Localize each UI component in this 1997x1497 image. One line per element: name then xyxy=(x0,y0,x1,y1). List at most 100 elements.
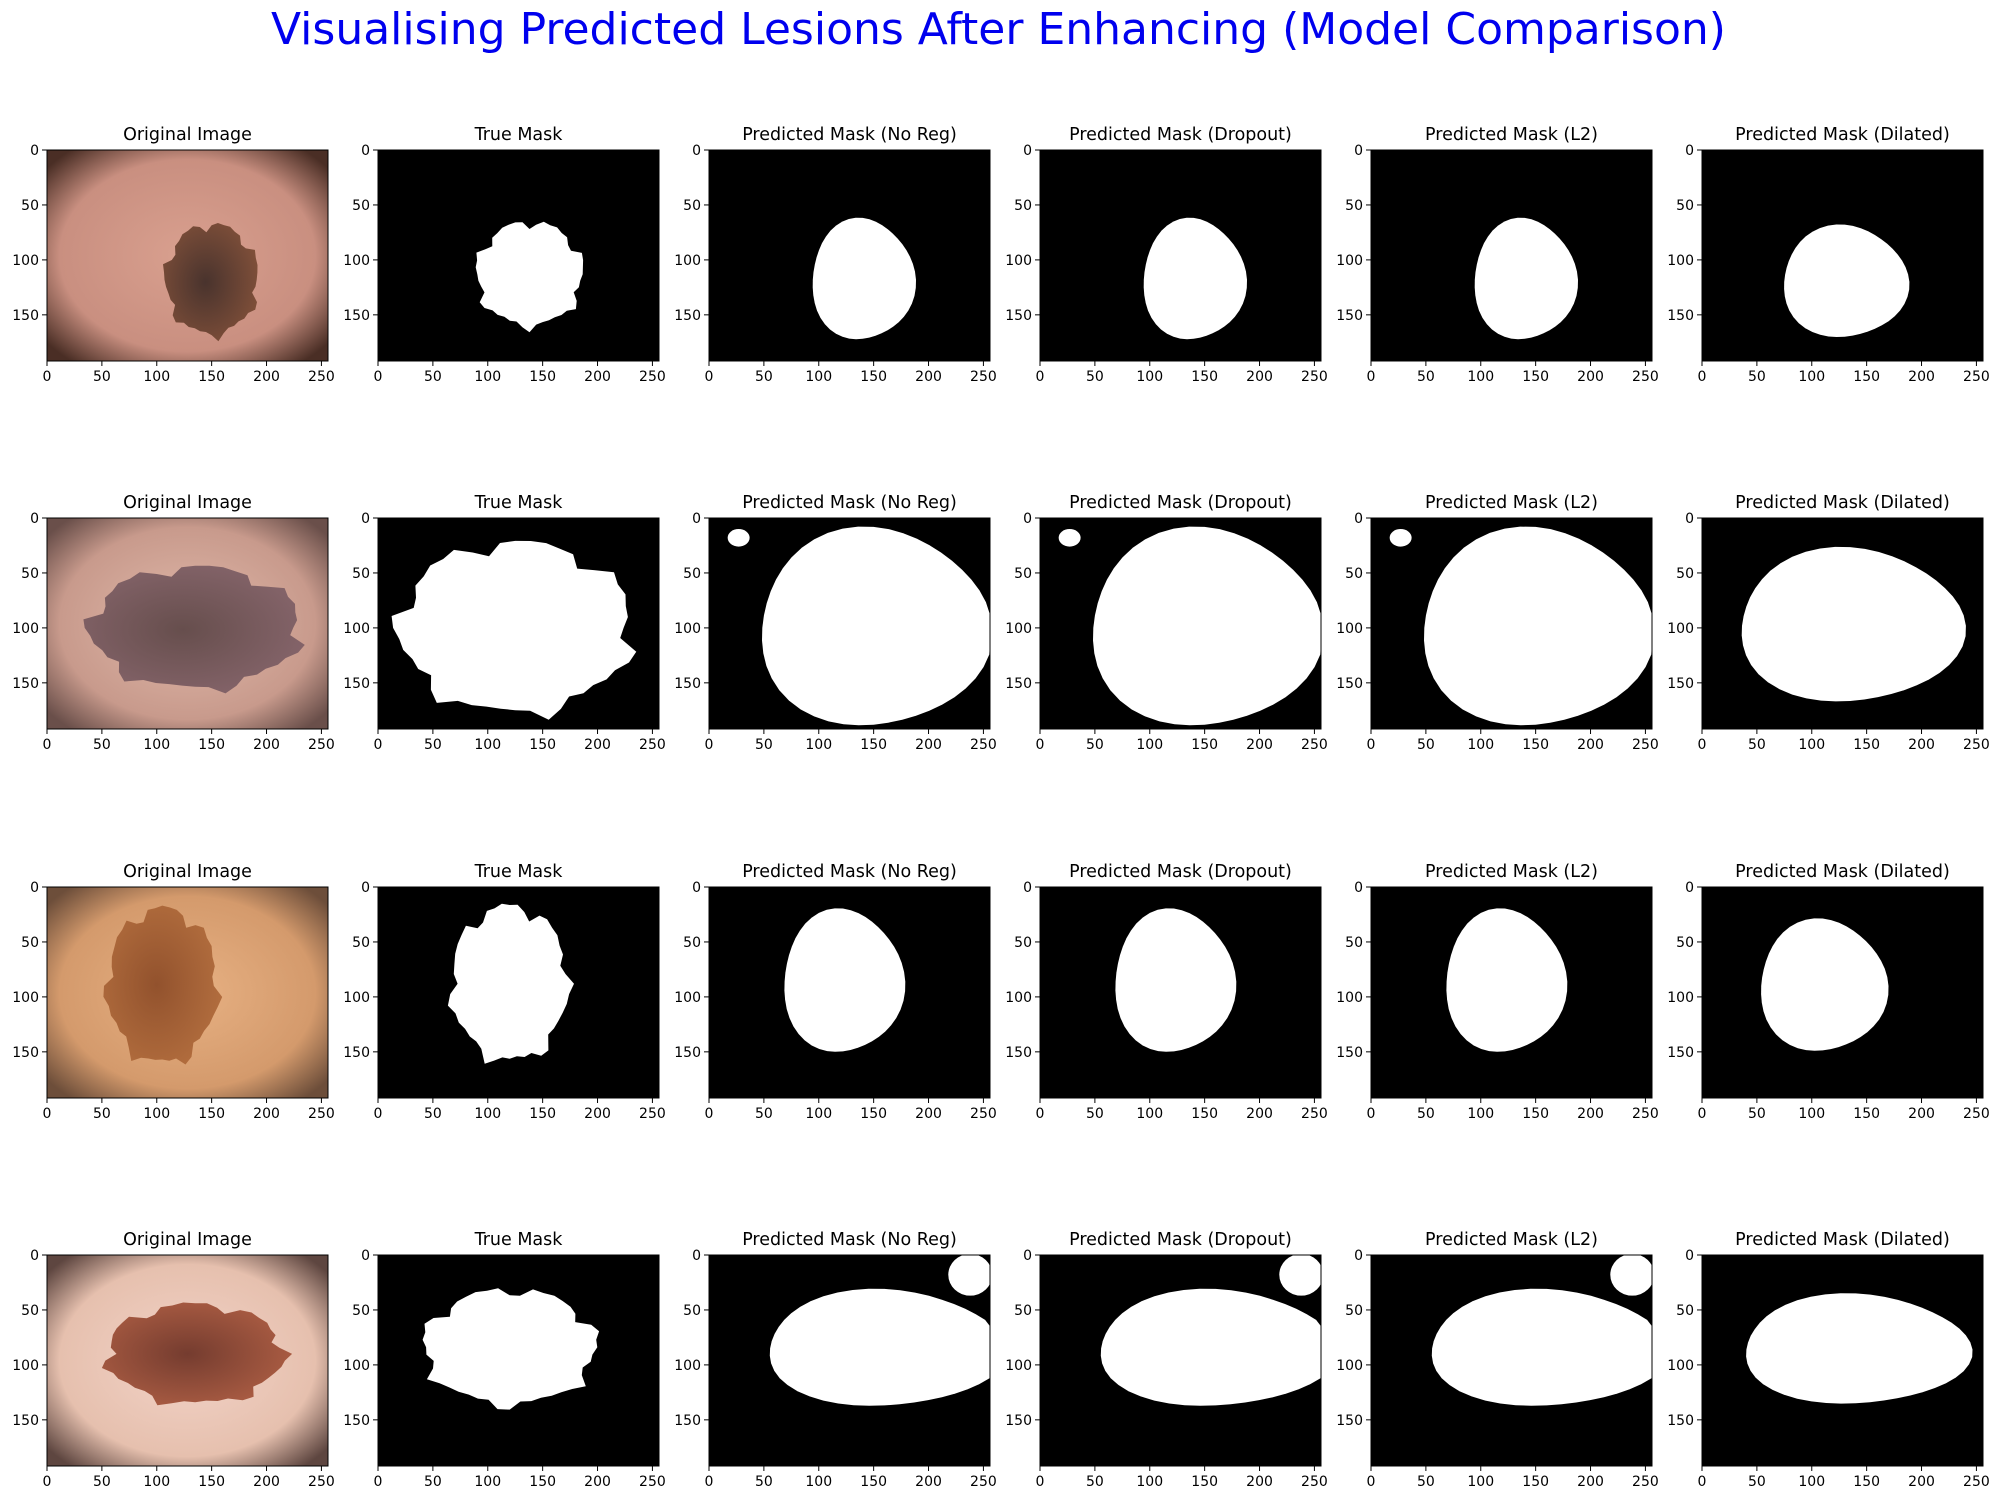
x-tick-label: 50 xyxy=(424,1106,442,1122)
x-tick-label: 0 xyxy=(1367,1474,1376,1490)
x-tick-label: 100 xyxy=(805,1106,832,1122)
y-tick-label: 100 xyxy=(1336,1358,1363,1374)
axes-frame xyxy=(1701,517,1984,730)
y-tick-label: 150 xyxy=(12,308,39,324)
y-tick-label: 150 xyxy=(12,1045,39,1061)
x-tick-label: 150 xyxy=(1522,1106,1549,1122)
x-tick-label: 100 xyxy=(474,1106,501,1122)
x-tick-label: 250 xyxy=(1632,1106,1659,1122)
x-tick-label: 150 xyxy=(1522,369,1549,385)
y-tick-label: 150 xyxy=(343,676,370,692)
x-tick-label: 150 xyxy=(1853,1474,1880,1490)
y-tick-label: 0 xyxy=(692,143,701,159)
mask-panel-noreg: Predicted Mask (No Reg) 0 50 100 150 200 250 0 5… xyxy=(674,862,997,1122)
x-tick-label: 0 xyxy=(705,369,714,385)
lesion xyxy=(103,905,223,1065)
y-tick-label: 100 xyxy=(1005,990,1032,1006)
x-tick-label: 250 xyxy=(1632,369,1659,385)
x-tick-label: 100 xyxy=(805,737,832,753)
x-tick-label: 150 xyxy=(529,1106,556,1122)
y-tick-label: 100 xyxy=(1005,621,1032,637)
axes-frame xyxy=(377,886,660,1099)
x-tick-label: 0 xyxy=(1367,1106,1376,1122)
axes-frame xyxy=(1701,886,1984,1099)
lesion xyxy=(163,223,258,342)
x-tick-label: 150 xyxy=(198,737,225,753)
y-tick-label: 50 xyxy=(1014,566,1032,582)
y-tick-label: 100 xyxy=(343,990,370,1006)
y-tick-label: 100 xyxy=(1667,1358,1694,1374)
y-tick-label: 50 xyxy=(21,198,39,214)
panel-title: Predicted Mask (Dropout) xyxy=(1069,862,1292,882)
y-tick-label: 150 xyxy=(1336,1045,1363,1061)
axes-frame xyxy=(708,886,991,1099)
x-tick-label: 150 xyxy=(860,737,887,753)
original-image-panel: Original Image 0 50 100 150 200 250 0 50 100 150 xyxy=(12,1230,335,1490)
mask-panel-noreg: Predicted Mask (No Reg) 0 50 100 150 200 250 0 5… xyxy=(674,125,997,385)
y-tick-label: 50 xyxy=(352,935,370,951)
mask-region xyxy=(762,526,990,726)
y-tick-label: 50 xyxy=(1014,1303,1032,1319)
panel-title: Predicted Mask (Dilated) xyxy=(1735,1230,1950,1250)
x-tick-label: 50 xyxy=(1748,369,1766,385)
y-tick-label: 50 xyxy=(1676,566,1694,582)
mask-panel-dilated: Predicted Mask (Dilated) 0 50 100 150 200 250 0… xyxy=(1667,125,1990,385)
lesion xyxy=(83,565,305,694)
y-tick-label: 100 xyxy=(343,1358,370,1374)
x-tick-label: 250 xyxy=(1963,737,1990,753)
y-tick-label: 0 xyxy=(1685,511,1694,527)
x-tick-label: 150 xyxy=(1853,737,1880,753)
original-image-panel: Original Image 0 50 100 150 200 250 0 50 100 150 xyxy=(12,125,335,385)
x-tick-label: 150 xyxy=(1522,737,1549,753)
mask-panel-true: True Mask 0 50 100 150 200 250 0 50 100 150 xyxy=(343,125,666,385)
x-tick-label: 100 xyxy=(1136,1106,1163,1122)
axes-frame xyxy=(1701,1254,1984,1467)
axes-frame xyxy=(1370,886,1653,1099)
y-tick-label: 100 xyxy=(343,621,370,637)
mask-region xyxy=(1115,908,1237,1052)
y-tick-label: 0 xyxy=(1354,143,1363,159)
y-tick-label: 100 xyxy=(1005,1358,1032,1374)
panel-title: True Mask xyxy=(474,862,564,882)
mask-region xyxy=(1424,526,1652,726)
x-tick-label: 250 xyxy=(1301,1106,1328,1122)
y-tick-label: 100 xyxy=(674,253,701,269)
y-tick-label: 50 xyxy=(352,1303,370,1319)
x-tick-label: 50 xyxy=(1086,369,1104,385)
x-tick-label: 0 xyxy=(705,1474,714,1490)
x-tick-label: 250 xyxy=(970,737,997,753)
mask-region xyxy=(475,221,584,333)
x-tick-label: 0 xyxy=(43,1106,52,1122)
y-tick-label: 50 xyxy=(1345,935,1363,951)
y-tick-label: 150 xyxy=(343,308,370,324)
y-tick-label: 0 xyxy=(30,1248,39,1264)
panel-title: Predicted Mask (Dropout) xyxy=(1069,1230,1292,1250)
x-tick-label: 100 xyxy=(1467,369,1494,385)
y-tick-label: 50 xyxy=(1014,935,1032,951)
y-tick-label: 0 xyxy=(30,880,39,896)
y-tick-label: 50 xyxy=(683,1303,701,1319)
mask-spot xyxy=(1058,528,1081,547)
y-tick-label: 150 xyxy=(1667,676,1694,692)
x-tick-label: 100 xyxy=(1798,1106,1825,1122)
x-tick-label: 100 xyxy=(1136,1474,1163,1490)
original-image-panel: Original Image 0 50 100 150 200 250 0 50 100 150 xyxy=(12,493,335,753)
mask-region xyxy=(1446,908,1568,1052)
x-tick-label: 50 xyxy=(424,369,442,385)
mask-panel-dilated: Predicted Mask (Dilated) 0 50 100 150 200 250 0… xyxy=(1667,493,1990,753)
x-tick-label: 150 xyxy=(198,1474,225,1490)
x-tick-label: 150 xyxy=(1191,1474,1218,1490)
x-tick-label: 200 xyxy=(584,1474,611,1490)
y-tick-label: 100 xyxy=(12,990,39,1006)
y-tick-label: 50 xyxy=(683,935,701,951)
mask-spot xyxy=(727,528,750,547)
x-tick-label: 250 xyxy=(1301,369,1328,385)
panel-title: Predicted Mask (Dilated) xyxy=(1735,493,1950,513)
x-tick-label: 100 xyxy=(1798,737,1825,753)
x-tick-label: 250 xyxy=(308,1106,335,1122)
mask-region xyxy=(391,540,637,720)
x-tick-label: 150 xyxy=(529,1474,556,1490)
x-tick-label: 250 xyxy=(639,369,666,385)
x-tick-label: 150 xyxy=(860,1474,887,1490)
y-tick-label: 50 xyxy=(683,198,701,214)
